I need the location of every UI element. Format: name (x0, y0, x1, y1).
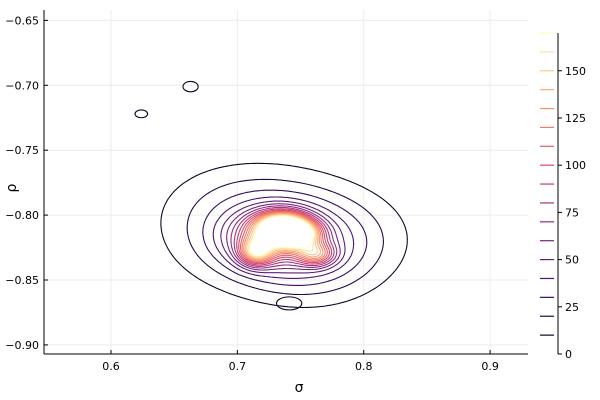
colorbar: 0 25 50 75 100 125 150 (540, 32, 586, 361)
x-tick-label: 0.9 (481, 360, 499, 373)
y-tick-label: −0.75 (5, 144, 39, 157)
y-tick-label: −0.65 (5, 14, 39, 27)
contour-level-40 (212, 196, 355, 279)
axes (43, 10, 528, 355)
contour-level-20 (186, 178, 384, 296)
x-tick-label: 0.7 (229, 360, 247, 373)
y-tick-label: −0.85 (5, 274, 39, 287)
colorbar-tick-label: 50 (565, 254, 579, 267)
contour-level-80 (233, 206, 335, 267)
grid (44, 10, 528, 354)
contour-level-170 (249, 215, 315, 257)
x-tick-label: 0.8 (355, 360, 373, 373)
contour-level-50 (220, 200, 346, 274)
y-tick-labels: −0.65 −0.70 −0.75 −0.80 −0.85 −0.90 (5, 14, 39, 352)
colorbar-tick-label: 25 (565, 301, 579, 314)
contour-level-90 (236, 208, 333, 266)
colorbar-tick-label: 125 (565, 112, 586, 125)
colorbar-tick-label: 100 (565, 159, 586, 172)
contour-level-130 (243, 212, 324, 261)
contour-level-10 (160, 162, 408, 309)
y-tick-label: −0.80 (5, 209, 39, 222)
contour-level-150 (246, 213, 318, 259)
x-axis-label: σ (295, 380, 304, 396)
contour-island (275, 296, 303, 311)
x-tick-labels: 0.6 0.7 0.8 0.9 (102, 360, 499, 373)
contour-level-30 (202, 189, 368, 286)
y-tick-label: −0.70 (5, 79, 39, 92)
contour-level-110 (239, 210, 328, 264)
contour-island (182, 80, 199, 93)
contour-level-120 (241, 211, 326, 262)
contour-level-140 (244, 213, 322, 260)
colorbar-tick-label: 150 (565, 65, 586, 78)
contour-level-160 (247, 214, 316, 258)
colorbar-tick-label: 75 (565, 206, 579, 219)
contour-island (134, 109, 149, 119)
x-tick-label: 0.6 (102, 360, 120, 373)
contour-level-100 (238, 209, 331, 265)
contours (134, 80, 408, 311)
contour-level-70 (230, 205, 338, 269)
contour-level-60 (226, 203, 341, 271)
y-axis-label: ρ (4, 183, 20, 192)
colorbar-tick-label: 0 (565, 348, 572, 361)
y-tick-label: −0.90 (5, 339, 39, 352)
